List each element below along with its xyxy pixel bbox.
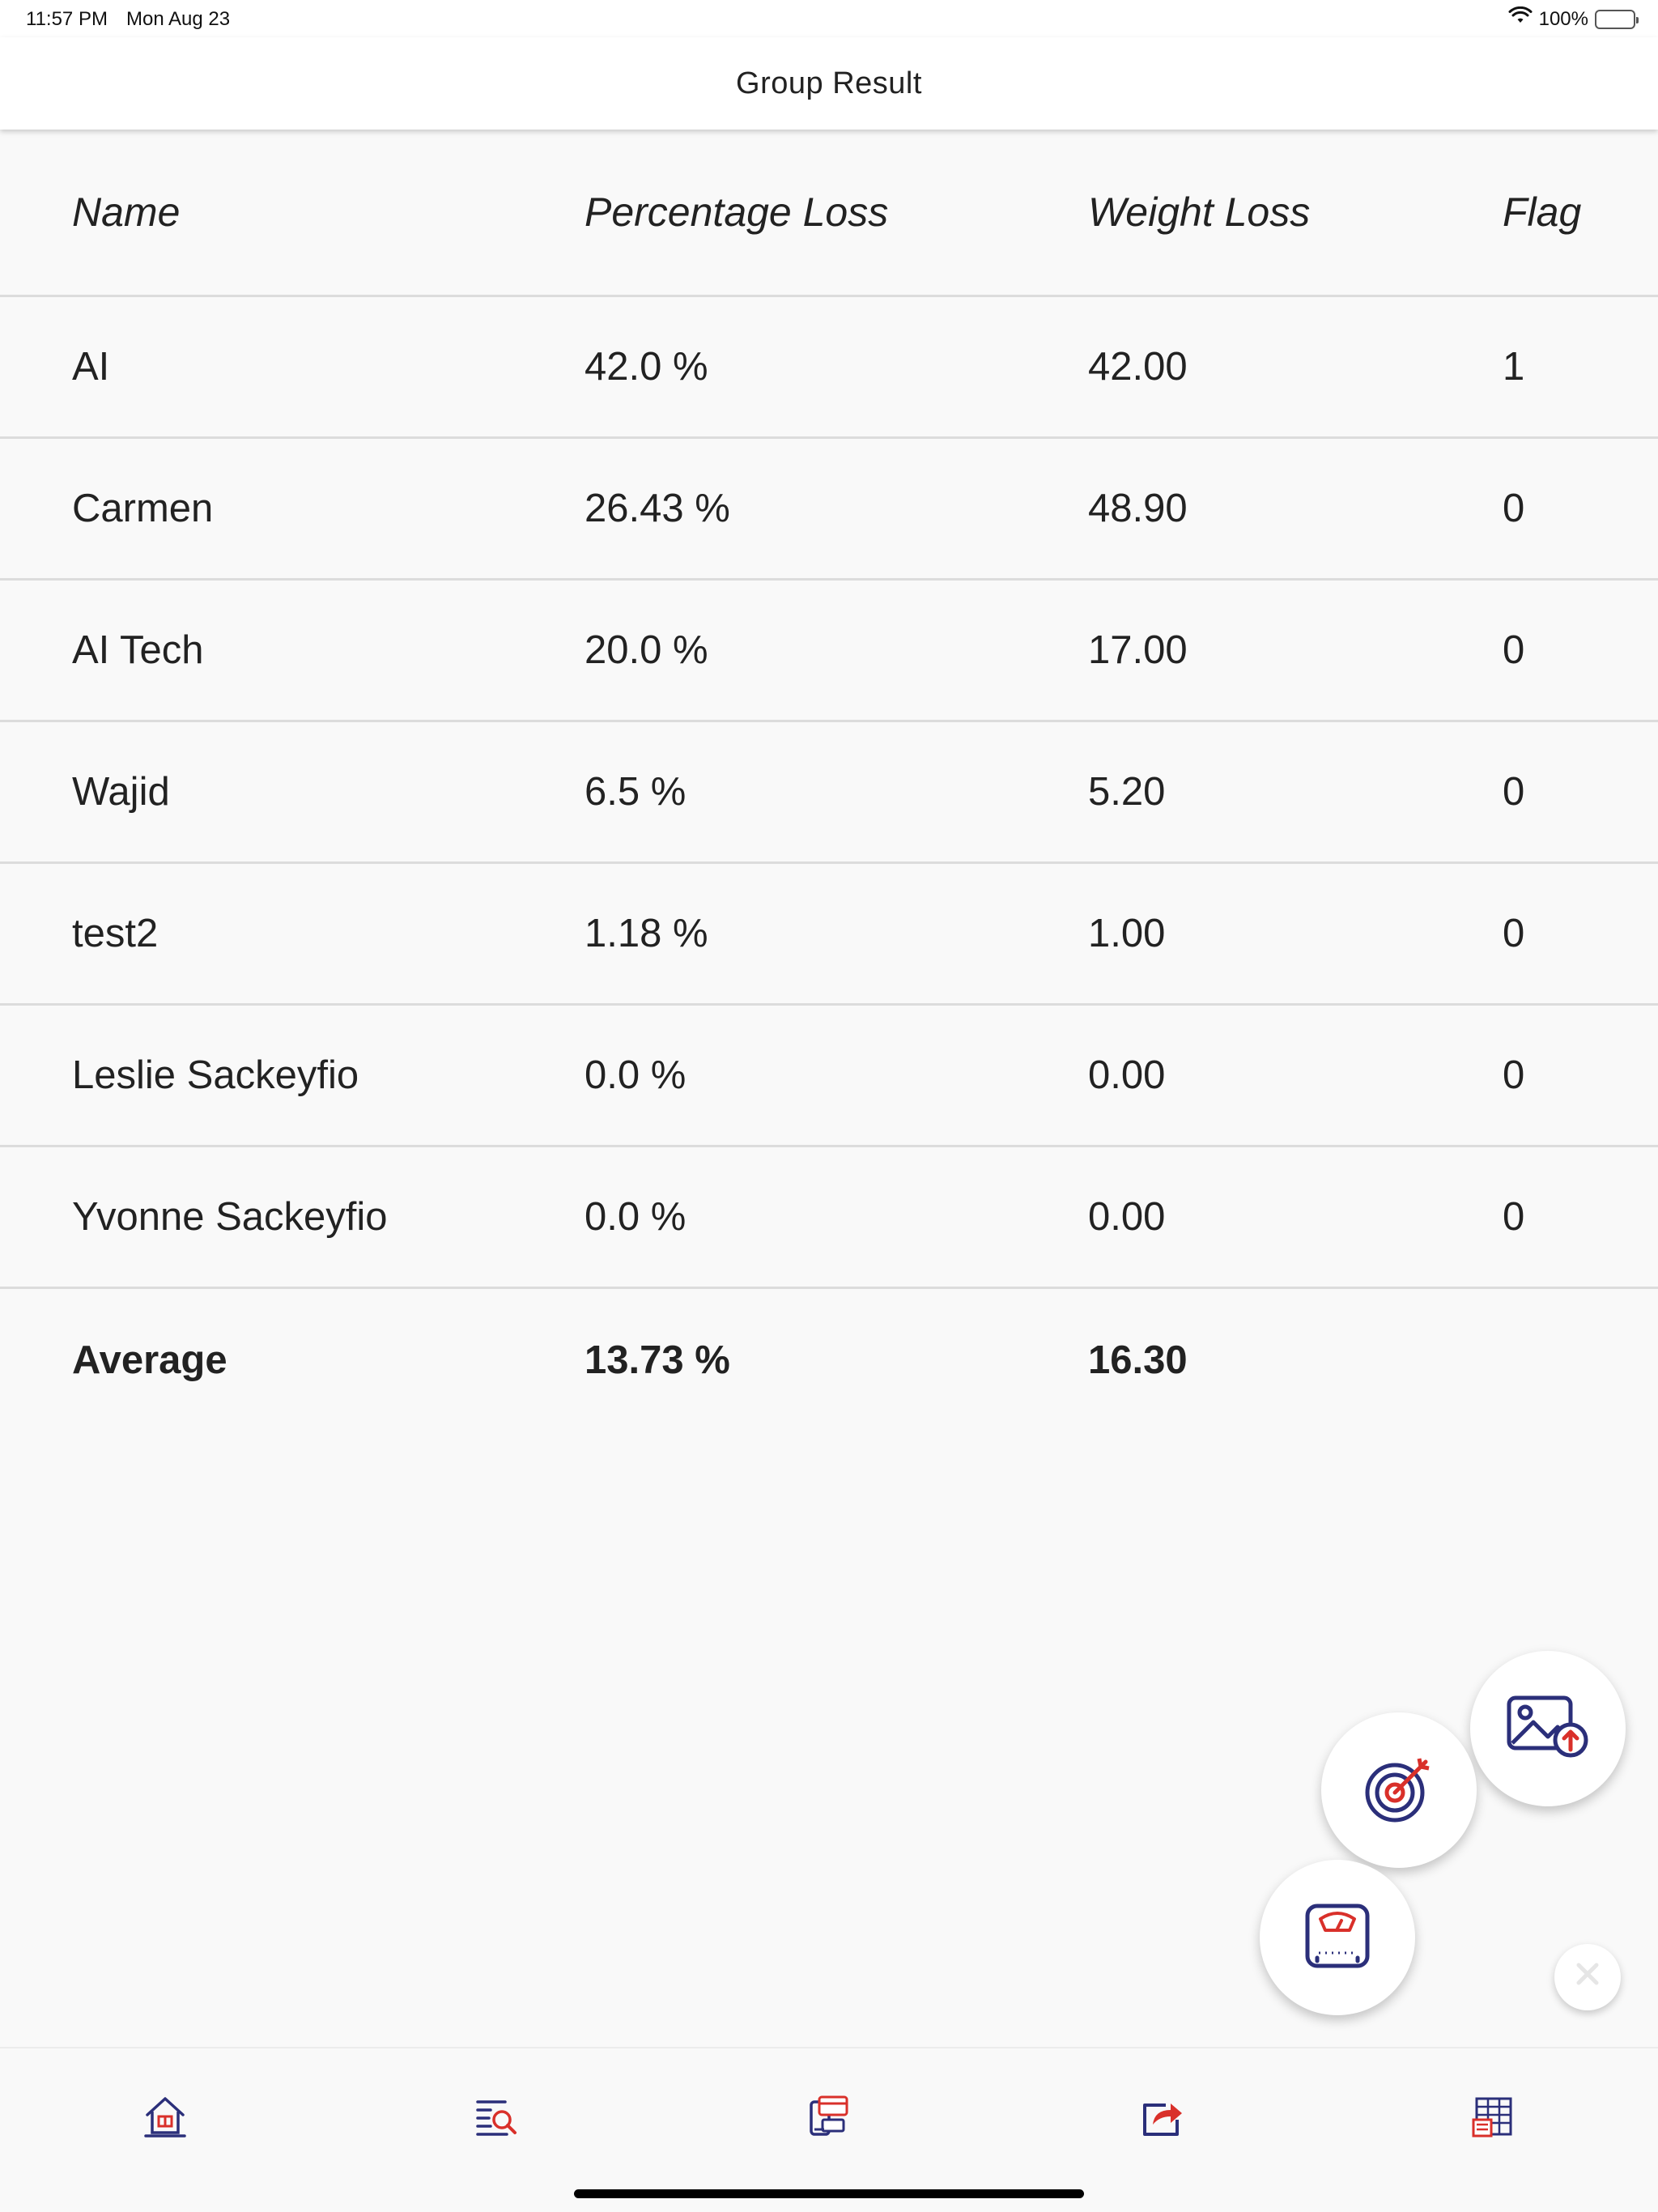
goal-button[interactable] <box>1321 1712 1477 1868</box>
search-list-icon <box>474 2094 520 2143</box>
row-name: AI <box>72 345 110 389</box>
header-flag: Flag <box>1503 189 1582 235</box>
row-weight: 1.00 <box>1088 912 1166 955</box>
table-row: Wajid 6.5 % 5.20 0 <box>0 722 1658 864</box>
status-time: 11:57 PM <box>26 8 108 30</box>
header-name: Name <box>72 189 181 235</box>
results-table: Name Percentage Loss Weight Loss Flag AI… <box>0 130 1658 1431</box>
tab-home[interactable] <box>141 2094 189 2142</box>
table-row: AI Tech 20.0 % 17.00 0 <box>0 581 1658 722</box>
row-percentage: 0.0 % <box>585 1195 687 1239</box>
table-row: test2 1.18 % 1.00 0 <box>0 864 1658 1006</box>
row-flag: 0 <box>1503 770 1525 814</box>
row-flag: 1 <box>1503 345 1525 389</box>
row-percentage: 1.18 % <box>585 912 708 955</box>
battery-percentage: 100% <box>1538 7 1588 30</box>
page-title: Group Result <box>736 66 922 100</box>
row-weight: 17.00 <box>1088 628 1188 672</box>
row-percentage: 26.43 % <box>585 487 730 530</box>
row-name: Leslie Sackeyfio <box>72 1053 359 1097</box>
header-weight-loss: Weight Loss <box>1088 189 1311 235</box>
average-label: Average <box>72 1338 227 1382</box>
home-icon <box>142 2094 188 2143</box>
row-weight: 5.20 <box>1088 770 1166 814</box>
table-row: Carmen 26.43 % 48.90 0 <box>0 439 1658 581</box>
table-row: AI 42.0 % 42.00 1 <box>0 297 1658 439</box>
row-percentage: 20.0 % <box>585 628 708 672</box>
row-weight: 48.90 <box>1088 487 1188 530</box>
row-name: test2 <box>72 912 159 955</box>
row-name: Wajid <box>72 770 170 814</box>
image-upload-icon <box>1506 1695 1590 1763</box>
wifi-icon <box>1508 6 1533 32</box>
row-weight: 0.00 <box>1088 1053 1166 1097</box>
row-name: AI Tech <box>72 628 204 672</box>
table-header-row: Name Percentage Loss Weight Loss Flag <box>0 130 1658 297</box>
tab-bar <box>0 2047 1658 2212</box>
tab-spreadsheet[interactable] <box>1469 2094 1517 2142</box>
battery-icon <box>1595 9 1639 29</box>
row-name: Yvonne Sackeyfio <box>72 1195 388 1239</box>
weigh-in-button[interactable] <box>1260 1860 1415 2015</box>
average-percentage: 13.73 % <box>585 1338 730 1382</box>
close-fab-button[interactable] <box>1554 1944 1621 2010</box>
row-percentage: 42.0 % <box>585 345 708 389</box>
tab-search[interactable] <box>473 2094 521 2142</box>
tab-payment[interactable] <box>805 2094 853 2142</box>
home-indicator[interactable] <box>574 2189 1084 2198</box>
row-name: Carmen <box>72 487 214 530</box>
row-flag: 0 <box>1503 912 1525 955</box>
target-icon <box>1363 1752 1435 1829</box>
upload-image-button[interactable] <box>1470 1651 1626 1806</box>
average-row: Average 13.73 % 16.30 <box>0 1289 1658 1431</box>
status-right: 100% <box>1508 6 1639 32</box>
row-percentage: 6.5 % <box>585 770 687 814</box>
tab-share[interactable] <box>1137 2094 1185 2142</box>
row-flag: 0 <box>1503 1053 1525 1097</box>
header-percentage-loss: Percentage Loss <box>585 189 889 235</box>
row-percentage: 0.0 % <box>585 1053 687 1097</box>
average-weight: 16.30 <box>1088 1338 1188 1382</box>
row-flag: 0 <box>1503 628 1525 672</box>
weight-scale-icon <box>1303 1901 1372 1975</box>
row-flag: 0 <box>1503 487 1525 530</box>
row-flag: 0 <box>1503 1195 1525 1239</box>
payment-icon <box>806 2094 852 2143</box>
share-icon <box>1138 2094 1184 2143</box>
row-weight: 42.00 <box>1088 345 1188 389</box>
nav-bar: Group Result <box>0 37 1658 130</box>
close-icon <box>1574 1959 1601 1996</box>
status-date: Mon Aug 23 <box>126 8 231 30</box>
status-bar: 11:57 PM Mon Aug 23 100% <box>0 0 1658 37</box>
table-row: Leslie Sackeyfio 0.0 % 0.00 0 <box>0 1006 1658 1147</box>
spreadsheet-icon <box>1470 2094 1516 2143</box>
table-row: Yvonne Sackeyfio 0.0 % 0.00 0 <box>0 1147 1658 1289</box>
row-weight: 0.00 <box>1088 1195 1166 1239</box>
